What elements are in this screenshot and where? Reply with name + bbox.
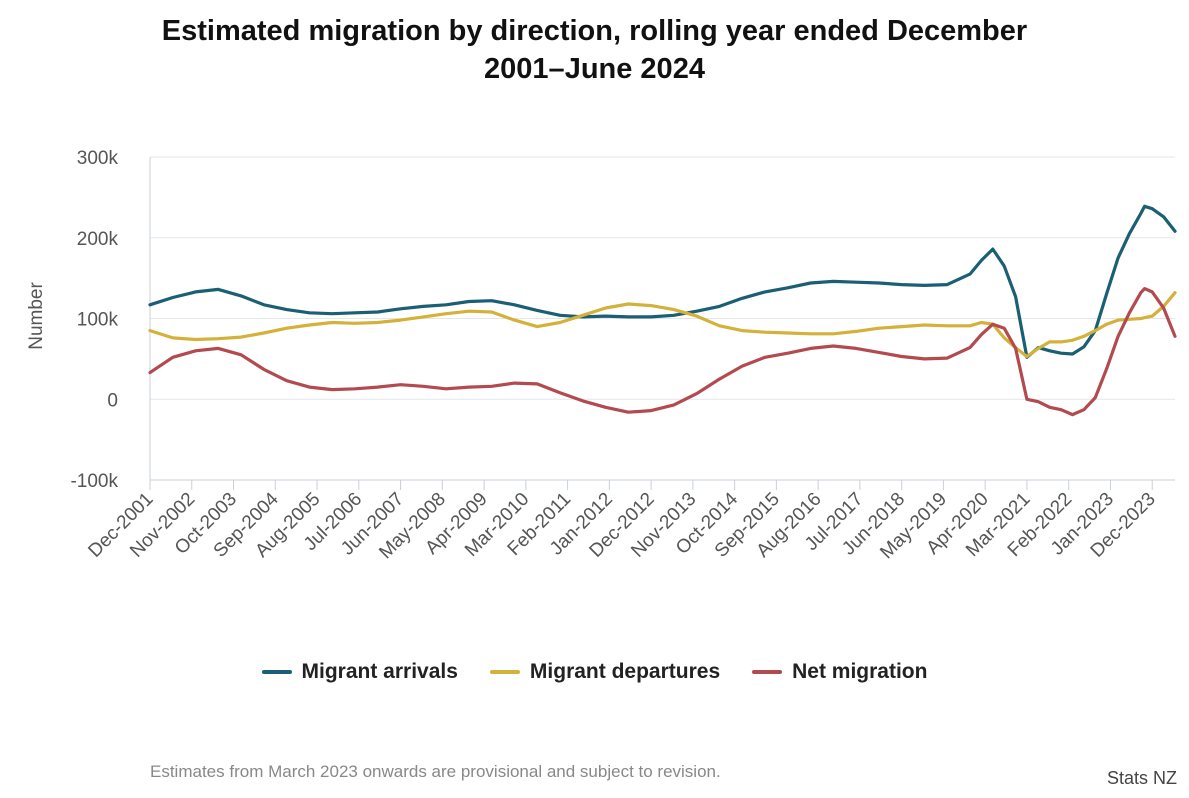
legend-label: Net migration bbox=[792, 660, 928, 683]
y-tick-label: 200k bbox=[77, 229, 119, 250]
y-tick-label: 100k bbox=[77, 310, 119, 331]
y-tick-label: 300k bbox=[77, 148, 119, 169]
legend: Migrant arrivals Migrant departures Net mi… bbox=[0, 660, 1189, 684]
series-line-migrant-arrivals[interactable] bbox=[148, 204, 1177, 359]
legend-swatch bbox=[489, 670, 520, 674]
series-line-migrant-departures[interactable] bbox=[148, 291, 1177, 359]
x-axis: Dec-2001Nov-2002Oct-2003Sep-2004Aug-2005… bbox=[84, 480, 1160, 563]
chart-title-line2: 2001–June 2024 bbox=[484, 53, 705, 85]
legend-item[interactable]: Net migration bbox=[752, 660, 927, 684]
y-axis-label: Number bbox=[26, 282, 47, 350]
y-tick-label: 0 bbox=[107, 390, 118, 411]
chart-title-line1: Estimated migration by direction, rollin… bbox=[161, 15, 1028, 47]
y-axis: 300k 200k 100k 0 -100k bbox=[70, 148, 118, 492]
legend-item[interactable]: Migrant departures bbox=[489, 660, 721, 684]
series-lines bbox=[148, 204, 1177, 417]
source-credit: Stats NZ bbox=[1106, 768, 1177, 788]
legend-swatch bbox=[261, 670, 292, 674]
legend-swatch bbox=[752, 670, 783, 674]
legend-label: Migrant departures bbox=[529, 660, 721, 683]
series-line-net-migration[interactable] bbox=[148, 287, 1177, 417]
y-tick-label: -100k bbox=[70, 471, 118, 492]
footnote: Estimates from March 2023 onwards are pr… bbox=[150, 762, 721, 781]
chart-title: Estimated migration by direction, rollin… bbox=[0, 12, 1189, 88]
legend-label: Migrant arrivals bbox=[301, 660, 458, 683]
grid-lines bbox=[149, 156, 1175, 481]
legend-item[interactable]: Migrant arrivals bbox=[261, 660, 458, 684]
